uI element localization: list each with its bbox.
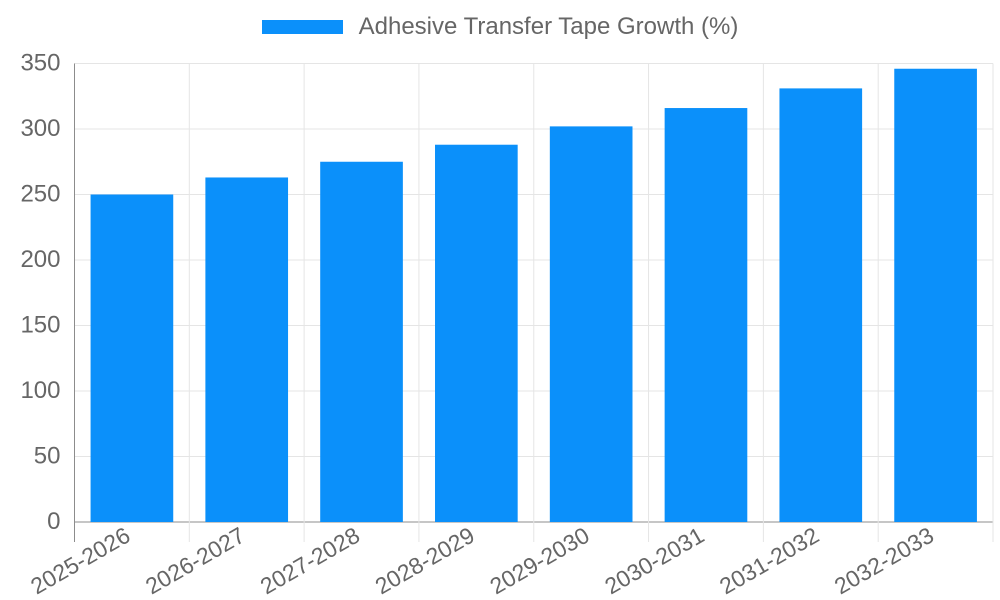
svg-text:0: 0 [47, 508, 60, 535]
svg-text:150: 150 [20, 312, 60, 339]
svg-text:2029-2030: 2029-2030 [485, 522, 593, 600]
svg-text:2031-2032: 2031-2032 [715, 522, 823, 600]
svg-text:2027-2028: 2027-2028 [256, 522, 364, 600]
svg-text:250: 250 [20, 181, 60, 208]
svg-text:350: 350 [20, 50, 60, 77]
svg-text:2026-2027: 2026-2027 [141, 522, 249, 600]
svg-text:50: 50 [34, 443, 61, 470]
svg-text:200: 200 [20, 246, 60, 273]
svg-text:2032-2033: 2032-2033 [830, 522, 938, 600]
svg-text:300: 300 [20, 115, 60, 142]
svg-text:2030-2031: 2030-2031 [600, 522, 708, 600]
svg-text:100: 100 [20, 377, 60, 404]
svg-text:2028-2029: 2028-2029 [371, 522, 479, 600]
svg-text:2025-2026: 2025-2026 [26, 522, 134, 600]
